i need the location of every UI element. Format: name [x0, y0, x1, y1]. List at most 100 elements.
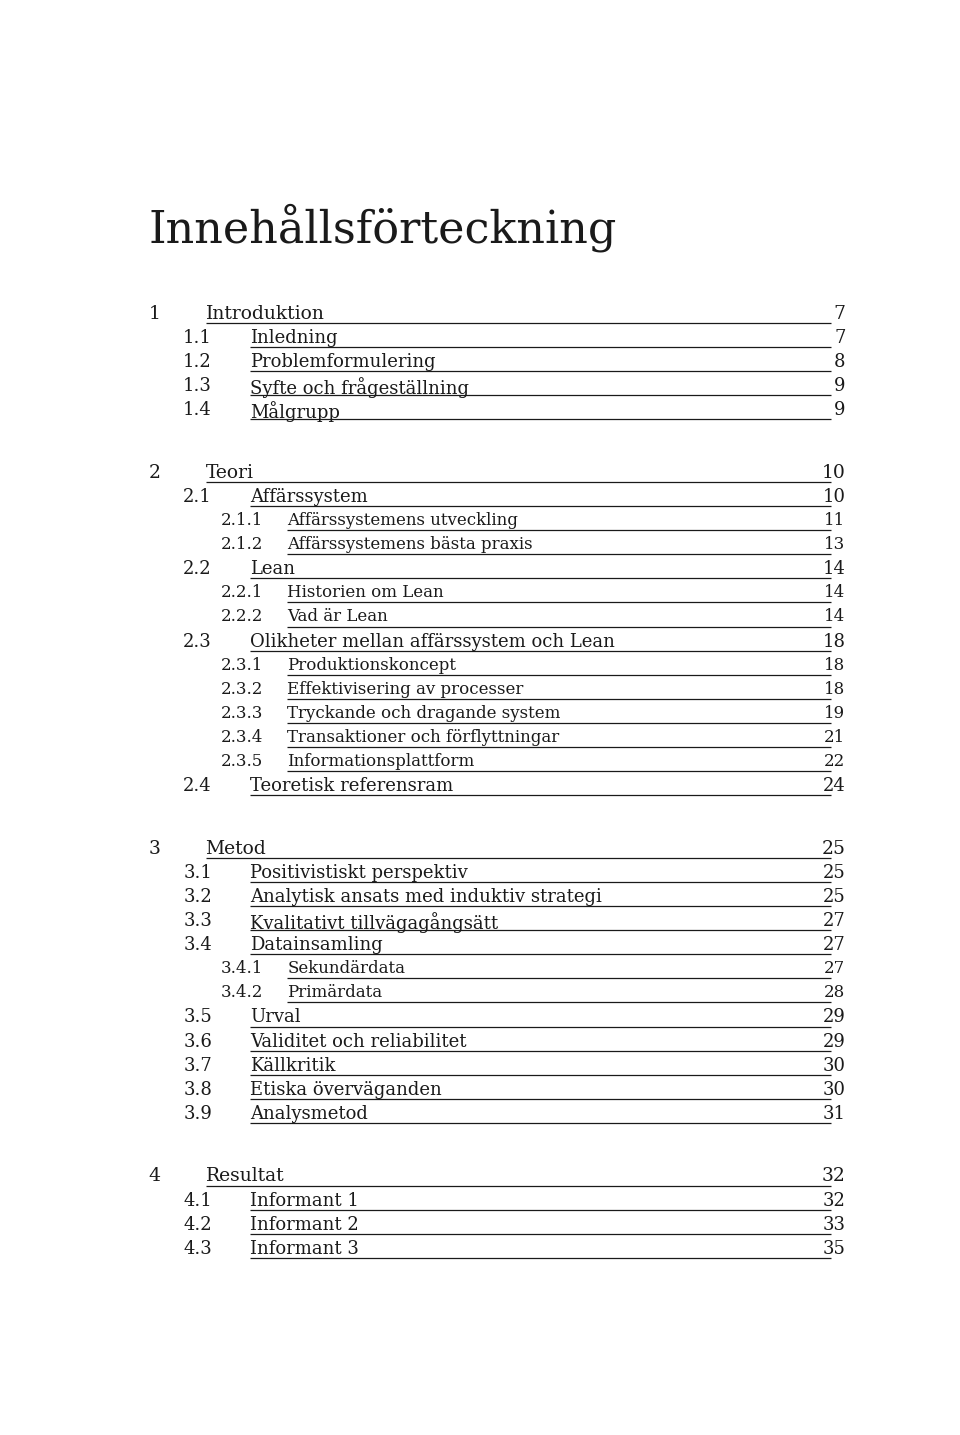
Text: 3.4.1: 3.4.1	[221, 960, 263, 977]
Text: 1: 1	[148, 304, 160, 323]
Text: 2.1: 2.1	[183, 488, 212, 507]
Text: 2.3.1: 2.3.1	[221, 657, 263, 673]
Text: 2.2.2: 2.2.2	[221, 608, 263, 626]
Text: 35: 35	[823, 1240, 846, 1258]
Text: Vad är Lean: Vad är Lean	[287, 608, 388, 626]
Text: 25: 25	[823, 888, 846, 905]
Text: Validitet och reliabilitet: Validitet och reliabilitet	[251, 1033, 467, 1050]
Text: 30: 30	[823, 1056, 846, 1075]
Text: 2.3.4: 2.3.4	[221, 729, 263, 746]
Text: 3.4: 3.4	[183, 936, 212, 954]
Text: 27: 27	[824, 960, 846, 977]
Text: 24: 24	[823, 778, 846, 795]
Text: Informationsplattform: Informationsplattform	[287, 753, 474, 771]
Text: 3.3: 3.3	[183, 913, 212, 930]
Text: 7: 7	[834, 329, 846, 347]
Text: 4: 4	[148, 1168, 160, 1185]
Text: 9: 9	[834, 402, 846, 419]
Text: 4.1: 4.1	[183, 1191, 212, 1210]
Text: Problemformulering: Problemformulering	[251, 353, 436, 372]
Text: 29: 29	[823, 1009, 846, 1026]
Text: 25: 25	[823, 864, 846, 883]
Text: 18: 18	[824, 680, 846, 697]
Text: Resultat: Resultat	[205, 1168, 284, 1185]
Text: 18: 18	[824, 657, 846, 673]
Text: 14: 14	[824, 584, 846, 601]
Text: 3: 3	[148, 839, 160, 858]
Text: 27: 27	[823, 913, 846, 930]
Text: 2.1.1: 2.1.1	[221, 512, 263, 530]
Text: 2.2.1: 2.2.1	[221, 584, 263, 601]
Text: 1.3: 1.3	[183, 377, 212, 395]
Text: 8: 8	[834, 353, 846, 372]
Text: Informant 3: Informant 3	[251, 1240, 359, 1258]
Text: Datainsamling: Datainsamling	[251, 936, 383, 954]
Text: 32: 32	[822, 1168, 846, 1185]
Text: 30: 30	[823, 1081, 846, 1099]
Text: Primärdata: Primärdata	[287, 984, 382, 1002]
Text: Källkritik: Källkritik	[251, 1056, 336, 1075]
Text: 18: 18	[823, 633, 846, 650]
Text: 31: 31	[823, 1105, 846, 1122]
Text: 3.6: 3.6	[183, 1033, 212, 1050]
Text: 3.7: 3.7	[183, 1056, 212, 1075]
Text: 19: 19	[825, 705, 846, 722]
Text: Informant 1: Informant 1	[251, 1191, 359, 1210]
Text: 2.3.3: 2.3.3	[221, 705, 263, 722]
Text: Positivistiskt perspektiv: Positivistiskt perspektiv	[251, 864, 468, 883]
Text: Introduktion: Introduktion	[205, 304, 324, 323]
Text: 14: 14	[824, 608, 846, 626]
Text: 32: 32	[823, 1191, 846, 1210]
Text: Affärssystem: Affärssystem	[251, 488, 368, 507]
Text: Etiska överväganden: Etiska överväganden	[251, 1081, 442, 1099]
Text: Metod: Metod	[205, 839, 266, 858]
Text: 10: 10	[822, 464, 846, 482]
Text: Kvalitativt tillvägagångsätt: Kvalitativt tillvägagångsätt	[251, 913, 498, 933]
Text: 25: 25	[822, 839, 846, 858]
Text: 29: 29	[823, 1033, 846, 1050]
Text: 1.2: 1.2	[183, 353, 212, 372]
Text: 3.1: 3.1	[183, 864, 212, 883]
Text: 4.3: 4.3	[183, 1240, 212, 1258]
Text: Transaktioner och förflyttningar: Transaktioner och förflyttningar	[287, 729, 560, 746]
Text: Inledning: Inledning	[251, 329, 338, 347]
Text: 3.4.2: 3.4.2	[221, 984, 263, 1002]
Text: 2.1.2: 2.1.2	[221, 537, 263, 552]
Text: Olikheter mellan affärssystem och Lean: Olikheter mellan affärssystem och Lean	[251, 633, 615, 650]
Text: Urval: Urval	[251, 1009, 300, 1026]
Text: Teoretisk referensram: Teoretisk referensram	[251, 778, 453, 795]
Text: 10: 10	[823, 488, 846, 507]
Text: Historien om Lean: Historien om Lean	[287, 584, 444, 601]
Text: 14: 14	[823, 560, 846, 578]
Text: 7: 7	[833, 304, 846, 323]
Text: 22: 22	[824, 753, 846, 771]
Text: 33: 33	[823, 1215, 846, 1234]
Text: 4.2: 4.2	[183, 1215, 212, 1234]
Text: Produktionskoncept: Produktionskoncept	[287, 657, 456, 673]
Text: Sekundärdata: Sekundärdata	[287, 960, 405, 977]
Text: Målgrupp: Målgrupp	[251, 402, 340, 422]
Text: Affärssystemens bästa praxis: Affärssystemens bästa praxis	[287, 537, 533, 552]
Text: Innehållsförteckning: Innehållsförteckning	[148, 204, 616, 251]
Text: 2.3.5: 2.3.5	[221, 753, 263, 771]
Text: 11: 11	[824, 512, 846, 530]
Text: Syfte och frågeställning: Syfte och frågeställning	[251, 377, 469, 397]
Text: 2: 2	[148, 464, 160, 482]
Text: 27: 27	[823, 936, 846, 954]
Text: 28: 28	[824, 984, 846, 1002]
Text: Tryckande och dragande system: Tryckande och dragande system	[287, 705, 561, 722]
Text: 9: 9	[834, 377, 846, 395]
Text: 3.2: 3.2	[183, 888, 212, 905]
Text: Lean: Lean	[251, 560, 296, 578]
Text: Affärssystemens utveckling: Affärssystemens utveckling	[287, 512, 518, 530]
Text: 2.3.2: 2.3.2	[221, 680, 263, 697]
Text: 2.2: 2.2	[183, 560, 212, 578]
Text: Analysmetod: Analysmetod	[251, 1105, 368, 1122]
Text: 21: 21	[824, 729, 846, 746]
Text: Informant 2: Informant 2	[251, 1215, 359, 1234]
Text: 13: 13	[824, 537, 846, 552]
Text: Teori: Teori	[205, 464, 253, 482]
Text: 3.9: 3.9	[183, 1105, 212, 1122]
Text: 3.8: 3.8	[183, 1081, 212, 1099]
Text: 2.4: 2.4	[183, 778, 212, 795]
